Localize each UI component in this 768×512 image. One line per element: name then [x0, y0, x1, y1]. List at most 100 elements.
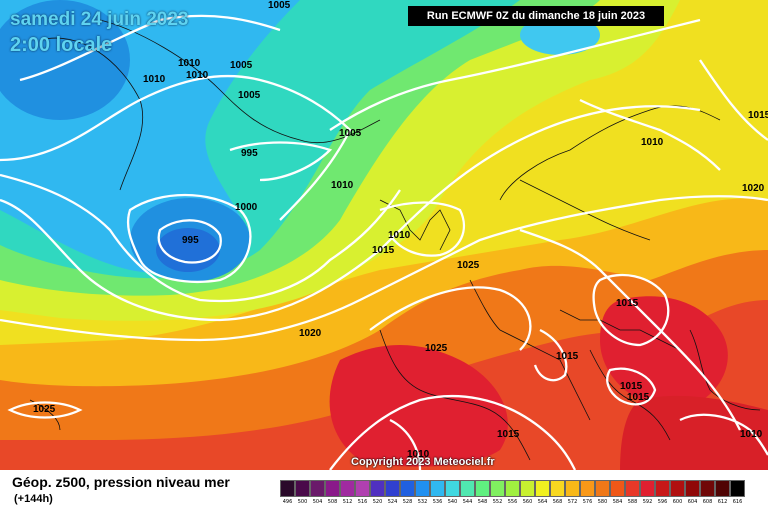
color-scale-step: 604 — [685, 480, 700, 506]
color-scale-label: 580 — [597, 499, 608, 505]
color-scale-label: 608 — [702, 499, 713, 505]
pressure-label: 1010 — [331, 180, 354, 191]
color-swatch — [385, 480, 400, 497]
color-scale-label: 572 — [567, 499, 578, 505]
color-scale-step: 520 — [370, 480, 385, 506]
pressure-label: 1015 — [627, 392, 650, 403]
color-scale-step: 572 — [565, 480, 580, 506]
pressure-label: 1015 — [497, 429, 520, 440]
color-scale-label: 524 — [387, 499, 398, 505]
color-scale-label: 588 — [627, 499, 638, 505]
color-swatch — [415, 480, 430, 497]
color-scale-step: 532 — [415, 480, 430, 506]
color-scale-step: 584 — [610, 480, 625, 506]
pressure-label: 1010 — [186, 70, 209, 81]
color-scale-step: 616 — [730, 480, 745, 506]
color-scale: 496 500 504 508 512 516 520 524 528 532 536 540 544 5… — [280, 480, 745, 506]
pressure-label: 1000 — [235, 202, 258, 213]
color-swatch — [670, 480, 685, 497]
color-scale-step: 600 — [670, 480, 685, 506]
run-info-banner: Run ECMWF 0Z du dimanche 18 juin 2023 — [408, 6, 664, 26]
color-swatch — [295, 480, 310, 497]
color-swatch — [520, 480, 535, 497]
color-scale-label: 508 — [327, 499, 338, 505]
pressure-label: 1015 — [556, 351, 579, 362]
color-scale-label: 584 — [612, 499, 623, 505]
pressure-label: 1010 — [143, 74, 166, 85]
color-swatch — [325, 480, 340, 497]
color-scale-label: 576 — [582, 499, 593, 505]
map-canvas: 1005 1010 1010 1010 1005 1005 995 1005 1… — [0, 0, 768, 470]
color-scale-step: 496 — [280, 480, 295, 506]
valid-date: samedi 24 juin 2023 — [10, 9, 189, 30]
pressure-label: 1015 — [616, 298, 639, 309]
color-swatch — [400, 480, 415, 497]
color-scale-label: 600 — [672, 499, 683, 505]
color-scale-label: 512 — [342, 499, 353, 505]
color-swatch — [580, 480, 595, 497]
color-swatch — [685, 480, 700, 497]
color-scale-step: 560 — [520, 480, 535, 506]
color-swatch — [475, 480, 490, 497]
color-swatch — [505, 480, 520, 497]
color-swatch — [430, 480, 445, 497]
field-red — [329, 345, 508, 467]
color-scale-step: 588 — [625, 480, 640, 506]
pressure-label: 1010 — [740, 429, 763, 440]
pressure-label: 1025 — [425, 343, 448, 354]
color-scale-step: 516 — [355, 480, 370, 506]
color-scale-step: 612 — [715, 480, 730, 506]
color-swatch — [460, 480, 475, 497]
pressure-label: 1010 — [388, 230, 411, 241]
color-scale-label: 556 — [507, 499, 518, 505]
color-scale-step: 512 — [340, 480, 355, 506]
color-scale-step: 580 — [595, 480, 610, 506]
color-scale-step: 576 — [580, 480, 595, 506]
color-scale-step: 564 — [535, 480, 550, 506]
color-scale-step: 596 — [655, 480, 670, 506]
color-swatch — [370, 480, 385, 497]
pressure-label: 1020 — [299, 328, 322, 339]
pressure-label: 1010 — [407, 449, 430, 460]
color-scale-step: 592 — [640, 480, 655, 506]
color-swatch — [550, 480, 565, 497]
pressure-label: 1010 — [178, 58, 201, 69]
color-scale-step: 544 — [460, 480, 475, 506]
pressure-label: 995 — [182, 235, 199, 246]
color-scale-step: 556 — [505, 480, 520, 506]
color-scale-label: 564 — [537, 499, 548, 505]
color-scale-label: 496 — [282, 499, 293, 505]
pressure-label: 1020 — [742, 183, 765, 194]
coastlines — [29, 19, 761, 461]
color-swatch — [280, 480, 295, 497]
color-swatch — [445, 480, 460, 497]
color-swatch — [595, 480, 610, 497]
pressure-label: 1015 — [748, 110, 768, 121]
pressure-label-group: 1005 1010 1010 1010 1005 1005 995 1005 1… — [33, 0, 768, 460]
weather-map: 1005 1010 1010 1010 1005 1005 995 1005 1… — [0, 0, 768, 470]
color-scale-label: 596 — [657, 499, 668, 505]
pressure-label: 1005 — [339, 128, 362, 139]
field-red-east — [600, 296, 728, 410]
field-orange-red — [0, 300, 768, 470]
color-scale-step: 504 — [310, 480, 325, 506]
color-scale-label: 568 — [552, 499, 563, 505]
footer-legend-bar: Géop. z500, pression niveau mer (+144h) … — [0, 470, 768, 512]
color-scale-step: 524 — [385, 480, 400, 506]
color-swatch — [700, 480, 715, 497]
color-scale-step: 552 — [490, 480, 505, 506]
color-scale-label: 616 — [732, 499, 743, 505]
isobars — [0, 14, 768, 470]
color-scale-label: 552 — [492, 499, 503, 505]
pressure-label: 1015 — [620, 381, 643, 392]
color-swatch — [565, 480, 580, 497]
color-swatch — [340, 480, 355, 497]
color-scale-label: 504 — [312, 499, 323, 505]
color-scale-label: 548 — [477, 499, 488, 505]
color-swatch — [610, 480, 625, 497]
color-scale-step: 500 — [295, 480, 310, 506]
color-swatch — [655, 480, 670, 497]
copyright-notice: Copyright 2023 Meteociel.fr — [351, 456, 495, 468]
map-title: Géop. z500, pression niveau mer — [12, 474, 230, 490]
color-scale-label: 604 — [687, 499, 698, 505]
